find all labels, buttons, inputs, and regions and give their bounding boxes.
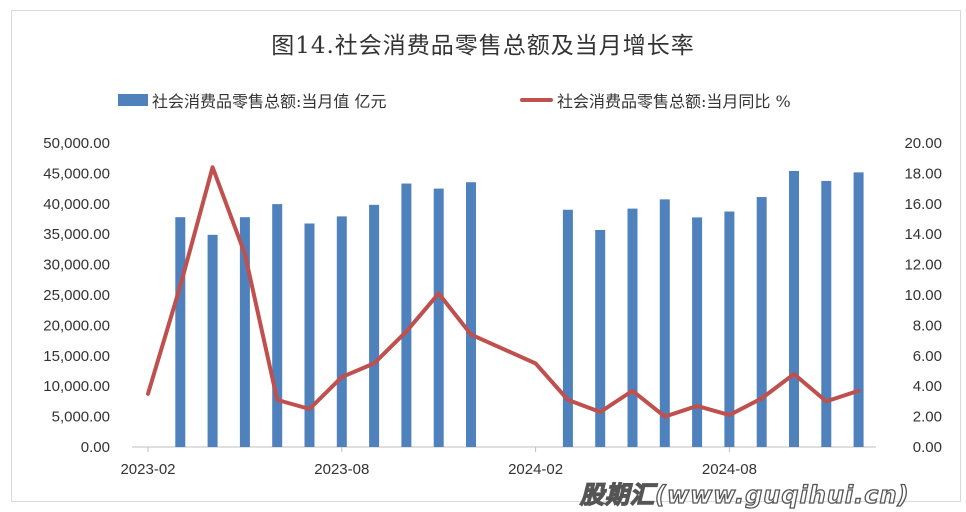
y-right-tick-label: 10.00 bbox=[904, 287, 942, 304]
y-left-tick-label: 50,000.00 bbox=[43, 135, 110, 152]
bar bbox=[239, 217, 250, 447]
bar bbox=[595, 229, 606, 447]
bar bbox=[433, 188, 444, 447]
legend-item-bar: 社会消费品零售总额:当月值 亿元 bbox=[118, 88, 386, 112]
y-left-tick-label: 35,000.00 bbox=[43, 226, 110, 243]
y-right-tick-label: 2.00 bbox=[913, 409, 942, 426]
bar bbox=[466, 182, 476, 447]
bar bbox=[401, 183, 412, 448]
y-right-tick-label: 14.00 bbox=[904, 226, 942, 243]
y-right-tick-label: 6.00 bbox=[913, 348, 942, 365]
bar bbox=[562, 209, 573, 447]
y-right-tick-label: 20.00 bbox=[904, 135, 942, 152]
x-tick-label: 2023-02 bbox=[120, 461, 175, 478]
legend-label-line: 社会消费品零售总额:当月同比 % bbox=[557, 92, 791, 111]
bar bbox=[336, 216, 347, 447]
chart-frame bbox=[11, 10, 961, 502]
y-left-tick-label: 25,000.00 bbox=[43, 287, 110, 304]
bar bbox=[304, 223, 315, 447]
y-right-tick-label: 12.00 bbox=[904, 257, 942, 274]
x-tick-label: 2024-02 bbox=[508, 461, 563, 478]
watermark: 股期汇(www.guqihui.cn) bbox=[579, 480, 910, 509]
y-right-tick-label: 16.00 bbox=[904, 196, 942, 213]
y-left-tick-label: 45,000.00 bbox=[43, 165, 110, 182]
x-tick-label: 2024-08 bbox=[702, 461, 757, 478]
y-left-tick-label: 30,000.00 bbox=[43, 257, 110, 274]
y-right-tick-label: 4.00 bbox=[913, 378, 942, 395]
x-tick-label: 2023-08 bbox=[314, 461, 369, 478]
y-left-tick-label: 20,000.00 bbox=[43, 317, 110, 334]
bar bbox=[659, 199, 670, 447]
y-left-tick-label: 5,000.00 bbox=[52, 409, 110, 426]
legend-label-bar: 社会消费品零售总额:当月值 亿元 bbox=[152, 92, 387, 111]
y-right-tick-label: 18.00 bbox=[904, 165, 942, 182]
bar bbox=[692, 217, 703, 447]
bar bbox=[789, 170, 799, 447]
y-left-tick-label: 0.00 bbox=[81, 439, 110, 456]
bar bbox=[756, 197, 767, 447]
bar bbox=[821, 180, 832, 447]
bar bbox=[724, 211, 735, 447]
y-right-tick-label: 8.00 bbox=[913, 317, 942, 334]
y-left-tick-label: 10,000.00 bbox=[43, 378, 110, 395]
y-left-tick-label: 40,000.00 bbox=[43, 196, 110, 213]
legend-swatch-line bbox=[520, 98, 553, 102]
y-left-tick-label: 15,000.00 bbox=[43, 348, 110, 365]
bar bbox=[272, 204, 283, 447]
bar bbox=[627, 208, 638, 447]
line-series bbox=[146, 165, 861, 419]
chart-title: 图14.社会消费品零售总额及当月增长率 bbox=[271, 33, 695, 59]
bar bbox=[369, 204, 380, 447]
bar bbox=[207, 234, 218, 447]
bar bbox=[853, 172, 864, 447]
y-right-tick-label: 0.00 bbox=[913, 439, 942, 456]
legend-item-line: 社会消费品零售总额:当月同比 % bbox=[520, 88, 791, 112]
legend-swatch-bar bbox=[118, 94, 148, 106]
bar bbox=[175, 217, 186, 447]
